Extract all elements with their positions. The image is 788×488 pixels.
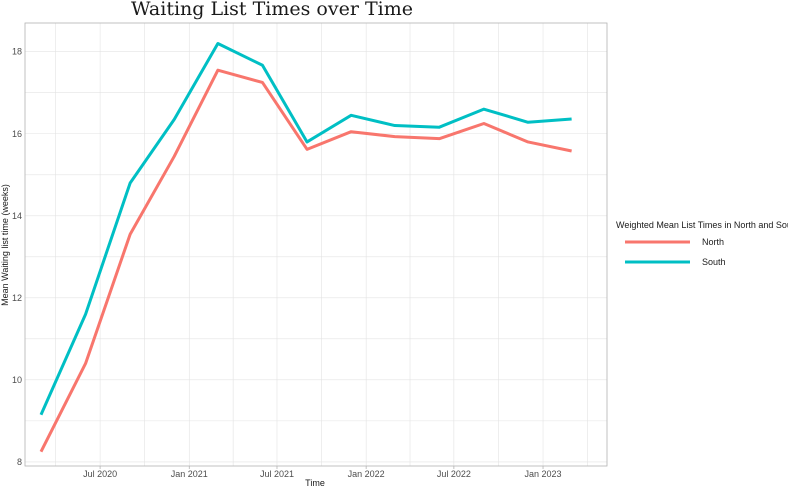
legend-label-north: North: [702, 237, 724, 247]
y-axis-label: Mean Waiting list time (weeks): [0, 184, 10, 306]
legend-items: North South: [625, 237, 726, 267]
x-tick-label: Jan 2023: [525, 469, 562, 479]
y-tick-label: 8: [17, 457, 22, 467]
y-tick-label: 16: [12, 129, 22, 139]
x-tick-label: Jul 2022: [437, 469, 471, 479]
y-tick-label: 10: [12, 375, 22, 385]
x-tick-label: Jul 2021: [260, 469, 294, 479]
plot-panel-border: [24, 22, 608, 467]
y-tick-label: 18: [12, 47, 22, 57]
y-tick-label: 14: [12, 211, 22, 221]
x-tick-label: Jan 2022: [348, 469, 385, 479]
y-axis-ticks: 8 10 12 14 16 18: [12, 47, 22, 467]
series-line-north: [39, 68, 572, 453]
x-tick-label: Jul 2020: [83, 469, 117, 479]
chart-title: Waiting List Times over Time: [131, 0, 413, 20]
series-line-south: [39, 42, 572, 416]
legend-label-south: South: [702, 257, 726, 267]
legend-title: Weighted Mean List Times in North and So…: [616, 220, 788, 230]
y-tick-label: 12: [12, 293, 22, 303]
x-axis-label: Time: [305, 478, 325, 488]
legend: Weighted Mean List Times in North and So…: [616, 220, 788, 267]
x-tick-label: Jan 2021: [171, 469, 208, 479]
x-axis-ticks: Jul 2020 Jan 2021 Jul 2021 Jan 2022 Jul 2022…: [83, 466, 562, 479]
grid: [25, 23, 607, 466]
series-lines: [39, 42, 572, 453]
